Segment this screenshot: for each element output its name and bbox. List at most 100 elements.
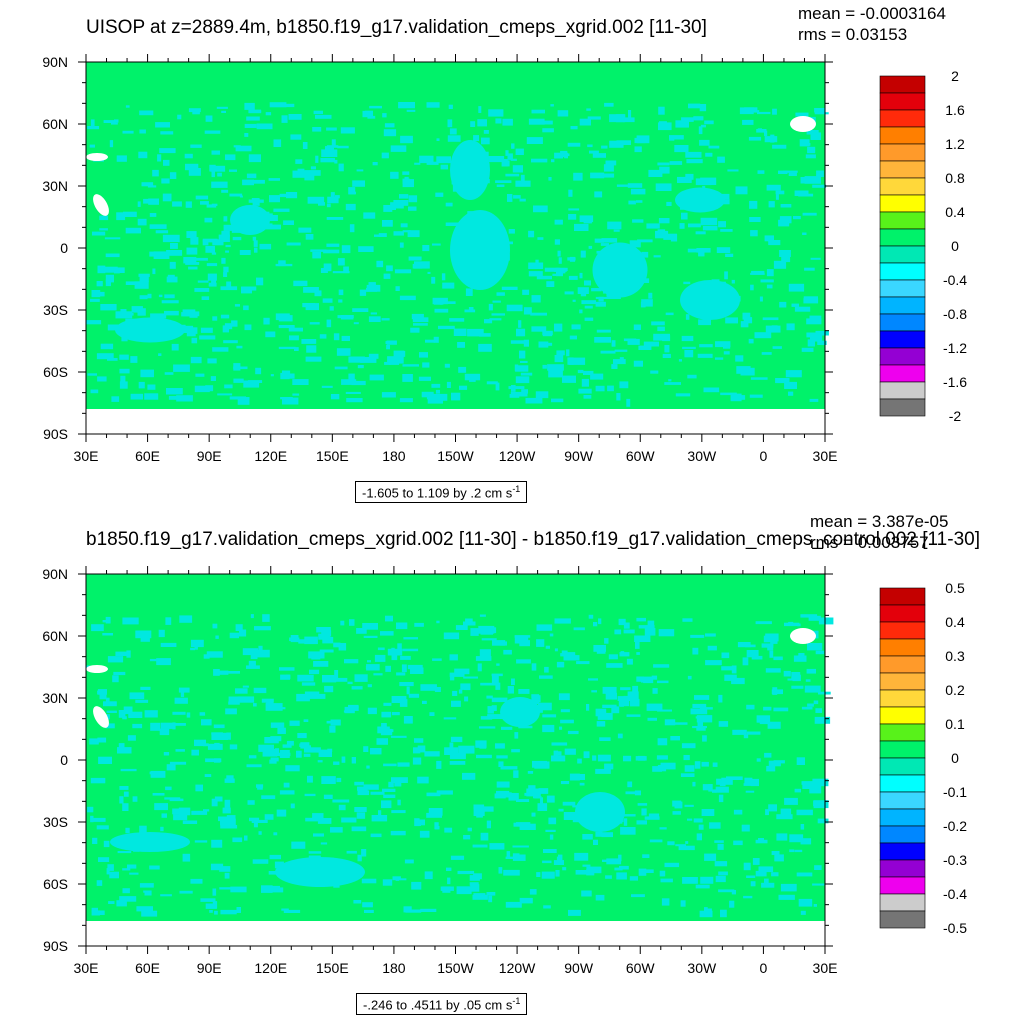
- colorbar-swatch: [879, 791, 926, 810]
- colorbar-swatch: [879, 842, 926, 861]
- x-tick-label: 120W: [499, 448, 536, 464]
- colorbar-swatch: [879, 689, 926, 708]
- colorbar-swatch: [879, 893, 926, 912]
- colorbar-swatch: [879, 92, 926, 111]
- land-patch: [790, 116, 816, 132]
- chart-title: UISOP at z=2889.4m, b1850.f19_g17.valida…: [86, 17, 707, 38]
- colorbar-label: 0.1: [945, 716, 965, 732]
- colorbar-swatch: [879, 774, 926, 793]
- x-tick-label: 0: [760, 960, 768, 976]
- land-patch: [93, 706, 109, 728]
- colorbar-swatch: [879, 330, 926, 349]
- y-tick-label: 0: [60, 752, 68, 768]
- y-tick-label: 30S: [43, 814, 68, 830]
- x-tick-label: 180: [382, 448, 406, 464]
- colorbar-swatch: [879, 910, 926, 929]
- colorbar-label: -0.4: [943, 886, 967, 902]
- anomaly-blob: [592, 242, 648, 298]
- anomaly-blob: [500, 697, 540, 727]
- anomaly-blob: [675, 187, 725, 213]
- x-tick-label: 30W: [687, 960, 717, 976]
- units-exponent: -1: [512, 996, 521, 1006]
- y-tick-label: 60N: [42, 116, 68, 132]
- colorbar-swatch: [879, 194, 926, 213]
- colorbar-label: 0.4: [945, 614, 965, 630]
- colorbar-label: -1.6: [943, 374, 967, 390]
- map-field: [86, 62, 829, 434]
- colorbar-swatch: [879, 825, 926, 844]
- colorbar: 0.5 0.4 0.3 0.2 0.1 0 -0.1 -0.2 -0.3 -0.4 -0.5: [879, 580, 967, 936]
- stat-rms: rms = 0.003757: [810, 533, 929, 552]
- colorbar-swatch: [879, 859, 926, 878]
- colorbar-swatch: [879, 621, 926, 640]
- x-tick-label: 120E: [254, 960, 287, 976]
- anomaly-blob: [450, 140, 490, 200]
- colorbar-swatch: [879, 313, 926, 332]
- x-tick-label: 120W: [499, 960, 536, 976]
- anomaly-blob: [110, 832, 190, 852]
- colorbar-swatch: [879, 177, 926, 196]
- colorbar-label: 0: [951, 750, 959, 766]
- x-tick-label: 30W: [687, 448, 717, 464]
- colorbar-swatch: [879, 655, 926, 674]
- y-tick-label: 30S: [43, 302, 68, 318]
- colorbar-swatch: [879, 126, 926, 145]
- x-tick-label: 30E: [813, 960, 838, 976]
- x-tick-label: 60E: [135, 448, 160, 464]
- y-tick-label: 90S: [43, 938, 68, 954]
- x-tick-label: 90W: [564, 960, 594, 976]
- x-tick-label: 60W: [626, 448, 656, 464]
- colorbar-swatch: [879, 587, 926, 606]
- anomaly-blob: [680, 280, 740, 320]
- chart-title: b1850.f19_g17.validation_cmeps_xgrid.002…: [86, 529, 980, 550]
- colorbar-swatch: [879, 723, 926, 742]
- land-patch: [86, 153, 108, 161]
- x-tick-label: 30E: [74, 448, 99, 464]
- colorbar-label: 1.2: [945, 136, 965, 152]
- colorbar-swatch: [879, 75, 926, 94]
- stat-rms: rms = 0.03153: [798, 25, 908, 44]
- colorbar-swatch: [879, 876, 926, 895]
- x-tick-label: 30E: [813, 448, 838, 464]
- chart-panel-top: UISOP at z=2889.4m, b1850.f19_g17.valida…: [42, 4, 967, 504]
- colorbar-label: 1.6: [945, 102, 965, 118]
- antarctic-missing: [86, 921, 825, 946]
- y-tick-label: 30N: [42, 178, 68, 194]
- colorbar-label: -2: [949, 408, 962, 424]
- colorbar-label: 0.2: [945, 682, 965, 698]
- chart-panel-bottom: b1850.f19_g17.validation_cmeps_xgrid.002…: [0, 512, 1024, 1024]
- y-tick-label: 90N: [42, 566, 68, 582]
- colorbar-label: -0.1: [943, 784, 967, 800]
- colorbar-label: -0.2: [943, 818, 967, 834]
- colorbar-label: 0.4: [945, 204, 965, 220]
- x-tick-label: 30E: [74, 960, 99, 976]
- land-patch: [86, 665, 108, 673]
- anomaly-patches: [86, 614, 834, 918]
- range-text: -.246 to .4511 by .05 cm s: [363, 997, 513, 1013]
- anomaly-patches: [86, 102, 829, 407]
- colorbar-swatch: [879, 638, 926, 657]
- colorbar-swatch: [879, 672, 926, 691]
- y-tick-label: 90N: [42, 54, 68, 70]
- anomaly-blob: [230, 205, 270, 235]
- colorbar-swatch: [879, 757, 926, 776]
- anomaly-blob: [115, 317, 185, 343]
- colorbar-label: -0.5: [943, 920, 967, 936]
- antarctic-missing: [86, 409, 825, 434]
- map-field: [86, 574, 834, 946]
- missing-regions: [86, 116, 825, 434]
- colorbar: 2 1.6 1.2 0.8 0.4 0 -0.4 -0.8 -1.2 -1.6 -2: [879, 68, 967, 424]
- colorbar-swatch: [879, 808, 926, 827]
- land-patch: [93, 194, 109, 216]
- x-tick-label: 60E: [135, 960, 160, 976]
- colorbar-label: 0.8: [945, 170, 965, 186]
- missing-regions: [86, 628, 825, 946]
- colorbar-swatch: [879, 279, 926, 298]
- y-tick-label: 0: [60, 240, 68, 256]
- y-tick-label: 60N: [42, 628, 68, 644]
- x-tick-label: 150E: [316, 960, 349, 976]
- range-box: -1.605 to 1.109 by .2 cm s-1: [355, 481, 528, 504]
- x-tick-label: 90E: [197, 448, 222, 464]
- x-tick-label: 90E: [197, 960, 222, 976]
- colorbar-swatch: [879, 740, 926, 759]
